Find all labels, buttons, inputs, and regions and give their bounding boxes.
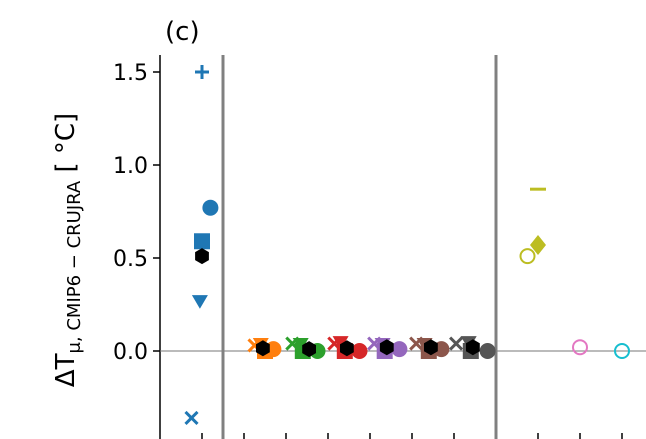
svg-text:ΔTμ, CMIP6 − CRUJRA [ °C]: ΔTμ, CMIP6 − CRUJRA [ °C] [51, 113, 85, 387]
point-triangle-down-blue [191, 295, 208, 309]
point-plus-blue [195, 65, 209, 79]
point-circle-red [351, 343, 368, 359]
point-hexagon-black [379, 339, 394, 356]
point-diamond-olive [530, 234, 546, 255]
point-hexagon-black [256, 340, 270, 357]
point-hexagon-black [195, 248, 209, 265]
y-tick-label: 0.0 [113, 340, 148, 365]
y-tick-label: 1.0 [113, 154, 148, 179]
panel-label: (c) [165, 17, 200, 47]
point-circle-open-olive [519, 248, 536, 265]
y-axis-label: ΔTμ, CMIP6 − CRUJRA [ °C] [51, 113, 85, 387]
point-x-gray [449, 336, 464, 351]
point-hexagon-black [340, 340, 354, 357]
point-circle-purple [391, 341, 408, 358]
y-tick-label: 0.5 [113, 247, 148, 272]
y-axis-label-subscript: μ, CMIP6 − CRUJRA [64, 180, 85, 353]
y-axis-label-main: ΔT [51, 353, 81, 387]
point-hexagon-black [424, 339, 438, 356]
axes: 0.0 0.5 1.0 1.5 [113, 55, 646, 439]
point-circle-gray [479, 343, 496, 359]
y-axis-label-unit: [ °C] [51, 113, 81, 181]
point-circle-blue [202, 199, 219, 216]
point-square-blue [194, 233, 210, 250]
point-x-blue [184, 410, 199, 426]
point-hexagon-black [302, 341, 316, 358]
data-marks [184, 65, 630, 426]
point-circle-open-cyan [614, 343, 630, 359]
point-triangle-down-red [332, 336, 349, 350]
point-circle-open-pink [572, 339, 588, 356]
y-tick-label: 1.5 [113, 61, 148, 86]
point-hexagon-black [466, 339, 480, 356]
